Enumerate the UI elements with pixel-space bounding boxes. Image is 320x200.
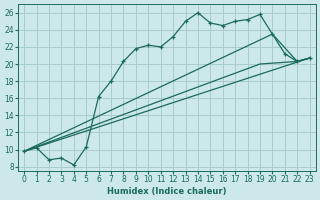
X-axis label: Humidex (Indice chaleur): Humidex (Indice chaleur) [107, 187, 227, 196]
